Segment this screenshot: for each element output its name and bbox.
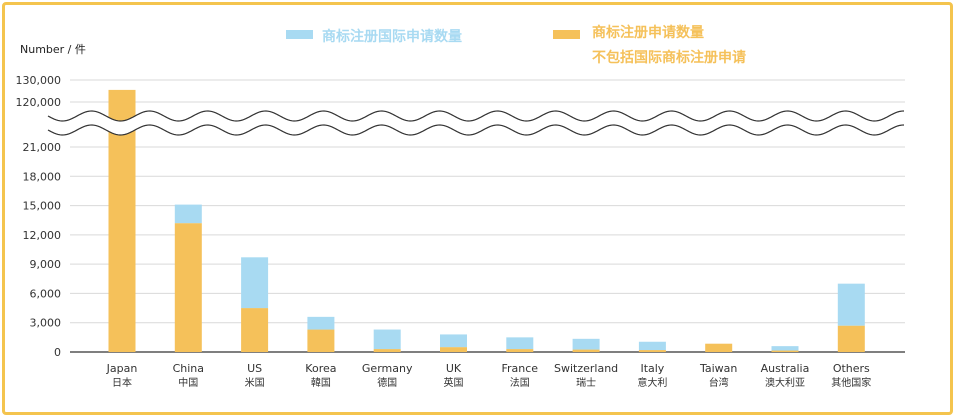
bar-segment-international bbox=[506, 337, 534, 350]
y-tick-label: 18,000 bbox=[23, 170, 62, 183]
x-tick-label: Taiwan bbox=[699, 362, 737, 375]
legend-label-domestic: 不包括国际商标注册申请 bbox=[592, 49, 746, 66]
bar-segment-domestic bbox=[837, 325, 865, 352]
bar-segment-domestic bbox=[771, 350, 799, 352]
x-tick-label-zh: 其他国家 bbox=[831, 376, 871, 389]
bar-segment-domestic bbox=[307, 329, 335, 352]
x-tick-label-zh: 日本 bbox=[112, 376, 132, 389]
bar-segment-domestic bbox=[572, 349, 600, 352]
bar-segment-international bbox=[638, 341, 666, 351]
x-tick-label: China bbox=[173, 362, 204, 375]
bar-segment-domestic bbox=[373, 349, 401, 352]
legend-swatch-international bbox=[286, 30, 313, 39]
bar-segment-domestic bbox=[705, 343, 733, 352]
x-tick-label: UK bbox=[446, 362, 462, 375]
y-tick-label: 15,000 bbox=[23, 200, 62, 213]
x-tick-label: Korea bbox=[305, 362, 336, 375]
y-tick-label: 21,000 bbox=[23, 141, 62, 154]
bar-segment-domestic bbox=[638, 350, 666, 352]
bar-segment-domestic bbox=[506, 349, 534, 352]
axis-break-band bbox=[48, 111, 905, 135]
gridlines bbox=[70, 79, 905, 353]
x-tick-label-zh: 台湾 bbox=[709, 376, 729, 389]
x-tick-label: Australia bbox=[761, 362, 810, 375]
x-tick-label: Others bbox=[833, 362, 870, 375]
y-tick-labels: 0 3,000 6,000 9,000 12,000 15,000 18,000 21,000… bbox=[16, 74, 62, 359]
x-tick-label-zh: 瑞士 bbox=[576, 376, 596, 389]
x-tick-label: Japan bbox=[106, 362, 138, 375]
x-tick-label-zh: 法国 bbox=[510, 376, 530, 389]
axis-break-line bbox=[47, 124, 905, 136]
x-tick-label-zh: 英国 bbox=[444, 376, 464, 389]
legend-label-international: 商标注册国际申请数量 bbox=[322, 28, 462, 45]
y-tick-label: 9,000 bbox=[30, 258, 62, 271]
axis-break-line bbox=[47, 110, 905, 122]
y-axis-label: Number / 件 bbox=[20, 43, 86, 56]
axis-break bbox=[47, 110, 905, 136]
bar-segment-domestic bbox=[440, 347, 467, 352]
y-tick-label: 120,000 bbox=[16, 96, 62, 109]
y-tick-label: 130,000 bbox=[16, 74, 62, 87]
y-tick-label: 12,000 bbox=[23, 229, 62, 242]
y-tick-label: 3,000 bbox=[30, 317, 62, 330]
y-tick-label: 0 bbox=[54, 346, 61, 359]
x-tick-label-zh: 中国 bbox=[178, 376, 198, 389]
bar-segment-international bbox=[174, 204, 202, 224]
bar-segment-domestic bbox=[174, 223, 202, 352]
x-tick-label-zh: 米国 bbox=[245, 376, 265, 389]
y-tick-label: 6,000 bbox=[30, 287, 62, 300]
bar-segment-international bbox=[373, 329, 401, 350]
x-tick-label: France bbox=[502, 362, 539, 375]
x-tick-label: US bbox=[247, 362, 262, 375]
bar-segment-international bbox=[837, 283, 865, 326]
bar-segment-domestic bbox=[241, 308, 269, 352]
bar-segment-international bbox=[771, 346, 799, 351]
x-tick-label-zh: 韓国 bbox=[311, 377, 331, 389]
x-tick-label-zh: 澳大利亚 bbox=[765, 376, 805, 389]
legend-swatch-domestic bbox=[553, 30, 580, 39]
x-tick-label-zh: 德国 bbox=[377, 376, 397, 389]
legend-label-domestic: 商标注册申请数量 bbox=[592, 24, 704, 41]
x-tick-label-zh: 意大利 bbox=[637, 376, 667, 389]
x-tick-label: Italy bbox=[640, 362, 664, 375]
bar-segment-international bbox=[241, 257, 269, 309]
bar-segment-international bbox=[307, 316, 335, 330]
x-tick-label: Germany bbox=[362, 362, 413, 375]
bar-segment-international bbox=[572, 338, 600, 350]
x-tick-label: Switzerland bbox=[554, 362, 618, 375]
bar-segment-international bbox=[440, 334, 467, 348]
